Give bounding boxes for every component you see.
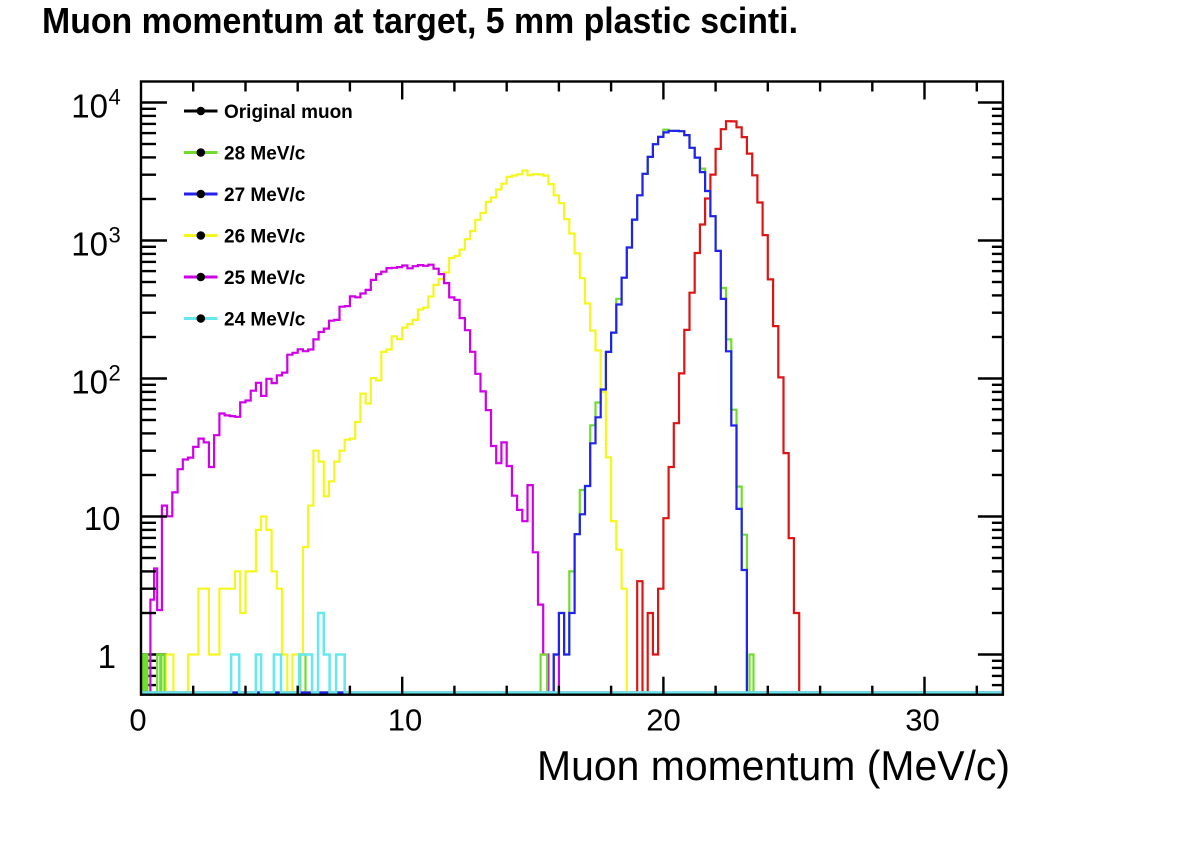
svg-text:26 MeV/c: 26 MeV/c — [224, 226, 306, 247]
svg-text:2: 2 — [109, 361, 121, 386]
svg-text:Muon momentum at target, 5 mm: Muon momentum at target, 5 mm plastic sc… — [42, 0, 798, 41]
svg-text:4: 4 — [109, 85, 121, 110]
svg-text:Original muon: Original muon — [224, 102, 353, 123]
svg-text:10: 10 — [84, 500, 121, 537]
svg-text:Muon momentum (MeV/c): Muon momentum (MeV/c) — [537, 742, 1010, 789]
svg-text:24 MeV/c: 24 MeV/c — [224, 309, 306, 330]
svg-text:10: 10 — [388, 703, 422, 738]
svg-text:1: 1 — [98, 638, 116, 675]
svg-text:10: 10 — [71, 226, 108, 263]
svg-text:3: 3 — [109, 223, 121, 248]
svg-text:25 MeV/c: 25 MeV/c — [224, 268, 306, 289]
svg-text:20: 20 — [646, 703, 680, 738]
svg-text:27 MeV/c: 27 MeV/c — [224, 185, 306, 206]
svg-text:10: 10 — [71, 364, 108, 401]
svg-text:30: 30 — [905, 703, 939, 738]
svg-text:28 MeV/c: 28 MeV/c — [224, 143, 306, 164]
svg-text:0: 0 — [129, 703, 146, 738]
svg-text:10: 10 — [71, 88, 108, 125]
